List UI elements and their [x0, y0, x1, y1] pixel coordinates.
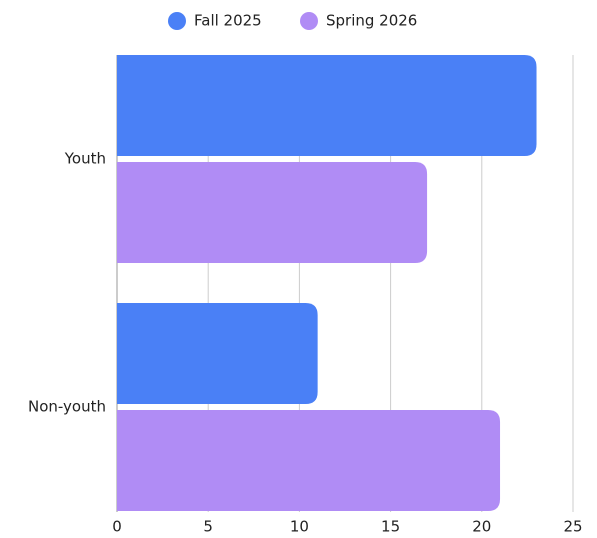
- x-tick-label: 20: [472, 518, 491, 536]
- bar: [117, 410, 501, 511]
- x-tick-label: 0: [112, 518, 122, 536]
- legend-label: Spring 2026: [326, 12, 417, 30]
- x-tick-label: 5: [203, 518, 213, 536]
- bar: [117, 162, 428, 263]
- x-tick-label: 25: [563, 518, 582, 536]
- bar: [117, 303, 318, 404]
- bar: [117, 55, 537, 156]
- x-tick-label: 10: [290, 518, 309, 536]
- x-tick-label: 15: [381, 518, 400, 536]
- legend-swatch: [300, 12, 318, 30]
- y-tick-label: Non-youth: [28, 398, 106, 416]
- legend-label: Fall 2025: [194, 12, 262, 30]
- legend-swatch: [168, 12, 186, 30]
- y-tick-label: Youth: [64, 150, 106, 168]
